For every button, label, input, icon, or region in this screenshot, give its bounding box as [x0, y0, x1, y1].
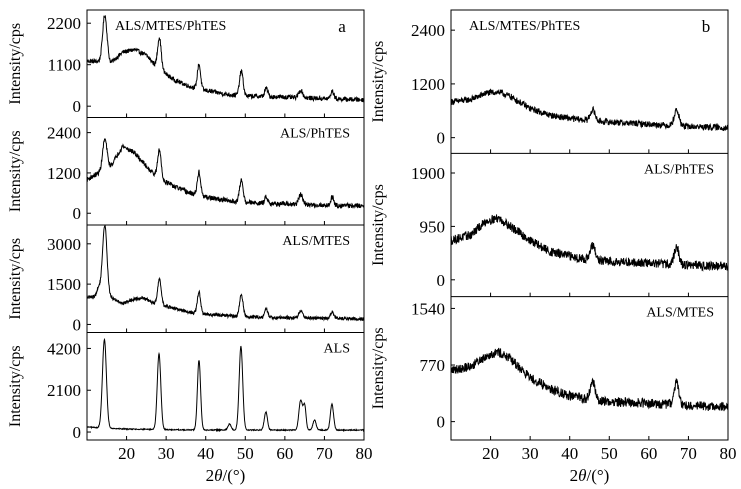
y-axis-label: Intensity/cps — [7, 130, 24, 212]
y-tick-label: 2100 — [47, 381, 81, 400]
x-tick-label: 70 — [680, 444, 697, 463]
y-tick-label: 0 — [73, 204, 82, 223]
y-tick-label: 2400 — [47, 124, 81, 143]
x-tick-label: 20 — [482, 444, 499, 463]
xrd-trace — [86, 15, 365, 103]
y-tick-label: 1540 — [411, 299, 445, 318]
x-tick-label: 40 — [561, 444, 578, 463]
panel-a: 0 1100 2200 Intensity/cps ALS/MTES/PhTES a 0 12… — [7, 9, 373, 485]
x-tick-label: 20 — [118, 444, 135, 463]
panel-letter: b — [702, 17, 711, 36]
y-tick-label: 1200 — [411, 75, 445, 94]
y-axis-label: Intensity/cps — [370, 184, 387, 266]
sample-label: ALS/MTES/PhTES — [115, 19, 226, 34]
y-tick-label: 0 — [437, 271, 446, 290]
y-tick-label: 1900 — [411, 164, 445, 183]
sample-label: ALS/PhTES — [644, 162, 714, 177]
y-tick-label: 770 — [420, 356, 446, 375]
sample-label: ALS — [324, 342, 350, 357]
x-tick-label: 30 — [158, 444, 175, 463]
sample-label: ALS/PhTES — [280, 127, 350, 142]
xrd-trace — [450, 347, 729, 412]
subplot-als-phtes: 0 1200 2400 Intensity/cps ALS/PhTES — [7, 117, 365, 225]
y-axis-label: Intensity/cps — [7, 23, 24, 105]
panel-letter: a — [338, 17, 346, 36]
xrd-trace — [450, 214, 729, 272]
y-tick-label: 1100 — [48, 56, 81, 75]
xrd-trace — [86, 225, 365, 322]
x-tick-label: 40 — [197, 444, 214, 463]
sample-label: ALS/MTES — [282, 234, 350, 249]
plot-frame — [450, 9, 729, 441]
x-tick-label: 50 — [601, 444, 618, 463]
sample-label: ALS/MTES — [646, 306, 714, 321]
subplot-als-mtes: 0 770 1540 Intensity/cps ALS/MTES — [370, 296, 729, 440]
subplot-als-mtes: 0 1500 3000 Intensity/cps ALS/MTES — [7, 224, 365, 334]
y-tick-label: 1200 — [47, 164, 81, 183]
x-tick-label: 50 — [237, 444, 254, 463]
x-tick-label: 70 — [316, 444, 333, 463]
xrd-trace — [450, 88, 729, 132]
y-tick-label: 2200 — [47, 14, 81, 33]
subplot-als: 0 2100 4200 Intensity/cps ALS — [7, 332, 365, 442]
subplot-als-phtes: 0 950 1900 Intensity/cps ALS/PhTES — [370, 152, 729, 297]
x-tick-label: 60 — [640, 444, 657, 463]
sample-label: ALS/MTES/PhTES — [469, 19, 580, 34]
x-tick-label: 60 — [276, 444, 293, 463]
x-tick-label: 80 — [720, 444, 737, 463]
y-tick-label: 3000 — [47, 235, 81, 254]
y-tick-label: 0 — [437, 413, 446, 432]
y-axis-label: Intensity/cps — [370, 327, 387, 409]
subplot-als-mtes-phtes: 0 1100 2200 Intensity/cps ALS/MTES/PhTES a — [7, 14, 365, 118]
y-axis-label: Intensity/cps — [7, 345, 24, 427]
y-tick-label: 0 — [73, 423, 82, 442]
x-tick-label: 30 — [522, 444, 539, 463]
x-axis-label: 2θ/(°) — [570, 466, 610, 485]
y-tick-label: 2400 — [411, 21, 445, 40]
y-axis-label: Intensity/cps — [370, 41, 387, 123]
y-tick-label: 950 — [420, 217, 446, 236]
y-tick-label: 0 — [73, 97, 82, 116]
panel-b: 0 1200 2400 Intensity/cps ALS/MTES/PhTES b 0 95… — [370, 9, 737, 485]
x-tick-label: 80 — [356, 444, 373, 463]
subplot-als-mtes-phtes: 0 1200 2400 Intensity/cps ALS/MTES/PhTES b — [370, 17, 729, 154]
x-axis-label: 2θ/(°) — [206, 466, 246, 485]
y-tick-label: 1500 — [47, 275, 81, 294]
y-tick-label: 4200 — [47, 339, 81, 358]
y-axis-label: Intensity/cps — [7, 238, 24, 320]
y-tick-label: 0 — [437, 129, 446, 148]
xrd-trace — [86, 138, 365, 210]
xrd-trace — [86, 337, 365, 433]
y-tick-label: 0 — [73, 315, 82, 334]
